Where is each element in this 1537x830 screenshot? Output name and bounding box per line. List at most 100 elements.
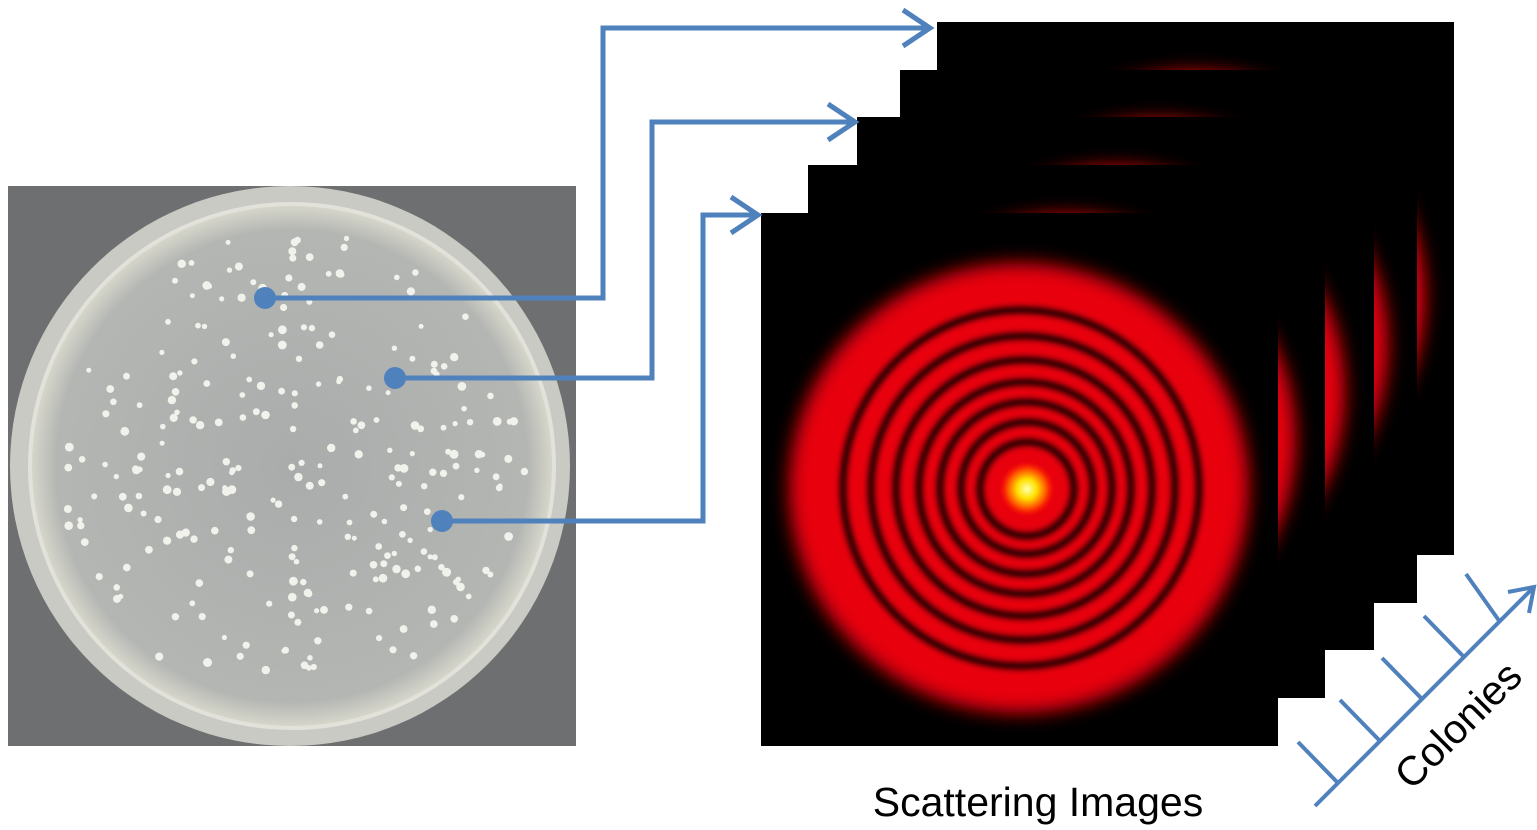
- colony: [119, 493, 127, 501]
- colony: [278, 341, 287, 350]
- colony: [120, 427, 129, 436]
- colony: [374, 417, 380, 423]
- colony: [123, 564, 131, 572]
- colony: [411, 421, 420, 430]
- colony: [474, 468, 479, 473]
- colony: [350, 570, 357, 577]
- colony: [190, 535, 197, 542]
- colony: [298, 283, 306, 291]
- colony: [132, 465, 139, 472]
- colony: [421, 483, 427, 489]
- colony: [314, 637, 321, 644]
- colony: [155, 653, 163, 661]
- colony: [190, 293, 195, 298]
- colony: [453, 463, 460, 470]
- colony: [123, 373, 130, 380]
- colony: [430, 620, 438, 628]
- colony: [154, 516, 161, 523]
- colony: [202, 324, 207, 329]
- colony: [160, 441, 165, 446]
- colony: [318, 463, 323, 468]
- colony: [96, 573, 103, 580]
- colony: [347, 520, 353, 526]
- colony: [291, 238, 299, 246]
- colony: [292, 390, 298, 396]
- colony: [65, 443, 74, 452]
- colony: [291, 516, 297, 522]
- colony: [189, 600, 195, 606]
- colony: [498, 484, 503, 489]
- colony: [375, 543, 382, 550]
- colony: [458, 494, 464, 500]
- colony: [196, 579, 204, 587]
- colony: [379, 574, 388, 583]
- colony: [504, 532, 513, 541]
- colony: [177, 370, 182, 375]
- colony: [314, 608, 319, 613]
- axis-tick: [1298, 742, 1338, 783]
- colony: [238, 294, 246, 302]
- colony: [86, 368, 91, 373]
- colony: [407, 538, 412, 543]
- colony: [428, 606, 436, 614]
- colony: [288, 612, 295, 619]
- colony: [289, 255, 296, 262]
- colony: [165, 319, 171, 325]
- colony: [266, 601, 272, 607]
- diagram: Scattering Images Colonies: [0, 0, 1537, 830]
- colony: [196, 421, 204, 429]
- colony: [169, 372, 177, 380]
- colony: [176, 531, 184, 539]
- colony: [257, 382, 265, 390]
- colony: [141, 511, 147, 517]
- colony: [410, 652, 417, 659]
- colony: [163, 537, 171, 545]
- colony: [191, 358, 197, 364]
- colony: [301, 662, 309, 670]
- colony: [271, 498, 276, 503]
- colony: [480, 452, 486, 458]
- colony: [382, 519, 388, 525]
- colony: [421, 548, 428, 555]
- colony: [81, 538, 89, 546]
- colony: [428, 527, 433, 532]
- axis-tick: [1382, 658, 1422, 699]
- colony: [145, 546, 153, 554]
- colony: [487, 393, 494, 400]
- colony: [160, 424, 166, 430]
- colony: [326, 271, 332, 277]
- colony: [288, 593, 297, 602]
- connector-dot: [384, 367, 406, 389]
- colony: [299, 460, 305, 466]
- colony: [110, 399, 117, 406]
- colony: [407, 287, 415, 295]
- colony: [456, 583, 465, 592]
- colony: [301, 324, 307, 330]
- colony: [432, 554, 438, 560]
- colony: [289, 577, 298, 586]
- colony: [400, 625, 408, 633]
- colony: [288, 247, 296, 255]
- colony: [172, 613, 179, 620]
- colony: [113, 584, 120, 591]
- colony: [327, 444, 335, 452]
- colony: [306, 253, 314, 261]
- colony: [342, 494, 348, 500]
- colony: [384, 552, 391, 559]
- colony: [246, 512, 255, 521]
- colony: [504, 455, 512, 463]
- colony: [320, 606, 328, 614]
- colony: [366, 608, 373, 615]
- colony: [355, 450, 363, 458]
- colony: [231, 353, 237, 359]
- colony: [215, 419, 223, 427]
- colony: [189, 416, 196, 423]
- colony: [172, 388, 180, 396]
- colony: [316, 341, 324, 349]
- colony: [396, 481, 402, 487]
- colony: [285, 274, 292, 281]
- colony: [316, 381, 321, 386]
- colony: [329, 331, 336, 338]
- colony: [113, 595, 121, 603]
- colony: [352, 536, 357, 541]
